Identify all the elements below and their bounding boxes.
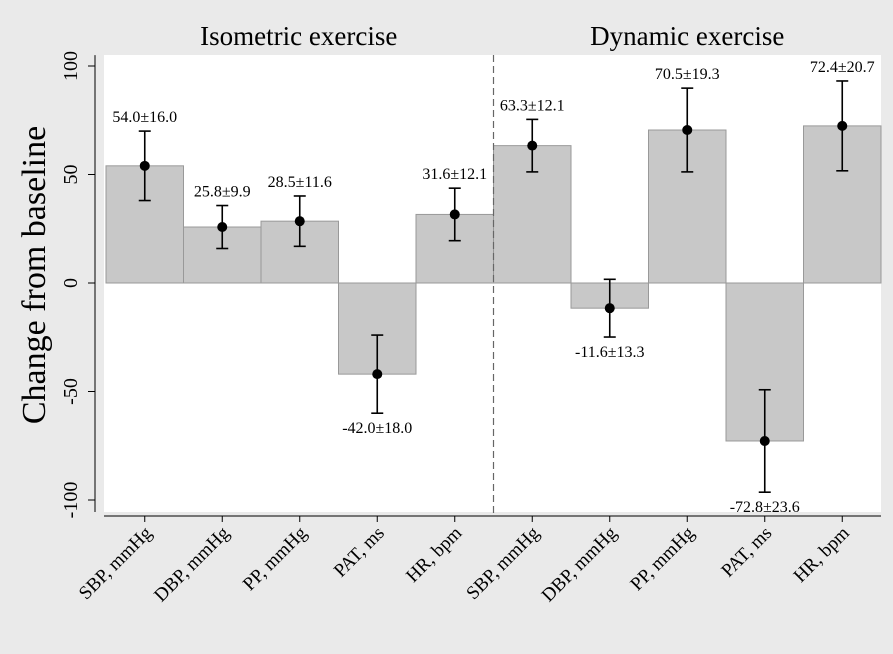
x-tick-label: PP, mmHg xyxy=(626,522,699,595)
data-label: 28.5±11.6 xyxy=(268,174,332,191)
x-tick-label: HR, bpm xyxy=(790,523,854,587)
mean-point xyxy=(139,160,150,171)
plot-area: 100 50 0 -50 -100 54.0±16.0 SBP, mmHg 25.8±9.9 D… xyxy=(60,51,882,606)
data-label: 72.4±20.7 xyxy=(810,59,875,76)
y-tick-label: -50 xyxy=(60,378,82,405)
title-strip xyxy=(104,10,881,55)
y-tick-label: 0 xyxy=(60,278,82,288)
data-label: 70.5±19.3 xyxy=(655,66,720,83)
x-tick-label: HR, bpm xyxy=(402,523,466,587)
data-label: 31.6±12.1 xyxy=(422,166,487,183)
x-tick-label: DBP, mmHg xyxy=(150,522,234,606)
mean-point xyxy=(759,435,770,446)
x-tick-label: PAT, ms xyxy=(717,523,776,582)
mean-point xyxy=(604,303,615,314)
y-axis-label: Change from baseline xyxy=(16,126,53,424)
y-tick-label: 100 xyxy=(60,51,82,81)
x-tick-label: PP, mmHg xyxy=(239,522,312,595)
x-tick-label: SBP, mmHg xyxy=(462,522,544,604)
mean-point xyxy=(217,222,228,233)
mean-point xyxy=(682,125,693,136)
data-label: -11.6±13.3 xyxy=(575,344,645,361)
x-tick-label: PAT, ms xyxy=(330,523,389,582)
data-label: -42.0±18.0 xyxy=(342,420,412,437)
mean-point xyxy=(527,140,538,151)
x-tick-label: DBP, mmHg xyxy=(538,522,622,606)
data-label: 54.0±16.0 xyxy=(112,109,177,126)
mean-point xyxy=(449,209,460,220)
y-tick-label: 50 xyxy=(60,165,82,185)
x-tick-label: SBP, mmHg xyxy=(75,522,157,604)
panel-title-dynamic: Dynamic exercise xyxy=(590,21,784,51)
mean-point xyxy=(372,369,383,380)
panel-title-isometric: Isometric exercise xyxy=(200,21,397,51)
mean-point xyxy=(294,216,305,227)
data-label: 63.3±12.1 xyxy=(500,97,565,114)
mean-point xyxy=(837,120,848,131)
data-label: -72.8±23.6 xyxy=(730,499,800,516)
y-tick-label: -100 xyxy=(60,482,82,519)
data-label: 25.8±9.9 xyxy=(194,184,251,201)
